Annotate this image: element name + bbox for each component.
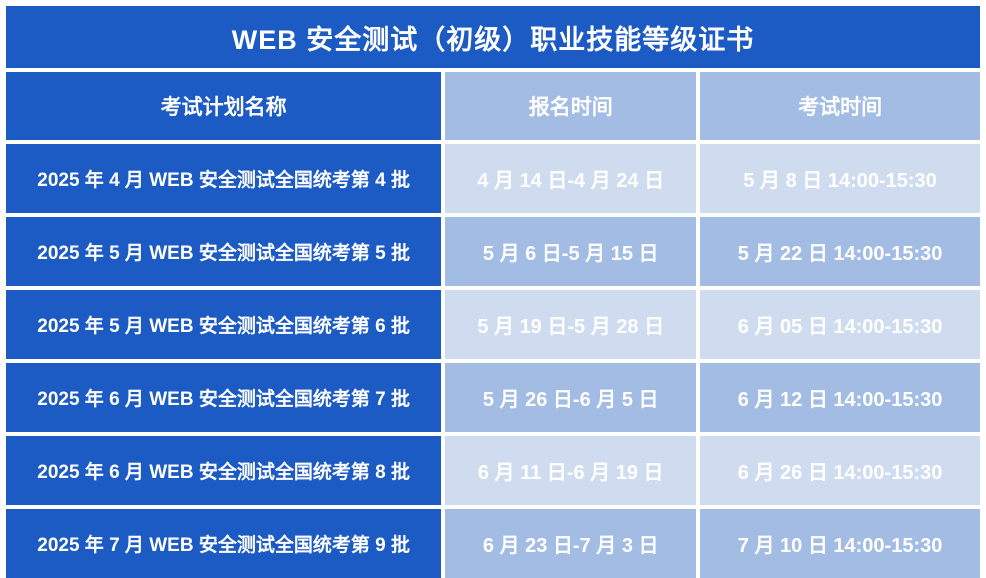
cell-exam-time: 7 月 10 日 14:00-15:30 bbox=[700, 509, 980, 578]
cell-registration-time: 6 月 23 日-7 月 3 日 bbox=[445, 509, 697, 578]
table-row: 2025 年 5 月 WEB 安全测试全国统考第 6 批 5 月 19 日-5 … bbox=[6, 290, 980, 359]
table-row: 2025 年 6 月 WEB 安全测试全国统考第 7 批 5 月 26 日-6 … bbox=[6, 363, 980, 432]
cell-plan-name: 2025 年 7 月 WEB 安全测试全国统考第 9 批 bbox=[6, 509, 442, 578]
cell-exam-time: 5 月 8 日 14:00-15:30 bbox=[700, 144, 980, 213]
table-title: WEB 安全测试（初级）职业技能等级证书 bbox=[6, 6, 980, 68]
table-row: 2025 年 7 月 WEB 安全测试全国统考第 9 批 6 月 23 日-7 … bbox=[6, 509, 980, 578]
cell-registration-time: 4 月 14 日-4 月 24 日 bbox=[445, 144, 697, 213]
cell-registration-time: 5 月 19 日-5 月 28 日 bbox=[445, 290, 697, 359]
cell-plan-name: 2025 年 4 月 WEB 安全测试全国统考第 4 批 bbox=[6, 144, 442, 213]
cell-registration-time: 5 月 6 日-5 月 15 日 bbox=[445, 217, 697, 286]
cell-registration-time: 5 月 26 日-6 月 5 日 bbox=[445, 363, 697, 432]
certificate-exam-schedule-table: WEB 安全测试（初级）职业技能等级证书 考试计划名称 报名时间 考试时间 20… bbox=[6, 6, 980, 578]
cell-plan-name: 2025 年 6 月 WEB 安全测试全国统考第 8 批 bbox=[6, 436, 442, 505]
table-header-row: 考试计划名称 报名时间 考试时间 bbox=[6, 72, 980, 140]
table-row: 2025 年 5 月 WEB 安全测试全国统考第 5 批 5 月 6 日-5 月… bbox=[6, 217, 980, 286]
cell-plan-name: 2025 年 6 月 WEB 安全测试全国统考第 7 批 bbox=[6, 363, 442, 432]
table-row: 2025 年 4 月 WEB 安全测试全国统考第 4 批 4 月 14 日-4 … bbox=[6, 144, 980, 213]
column-header-plan-name: 考试计划名称 bbox=[6, 72, 442, 140]
cell-exam-time: 5 月 22 日 14:00-15:30 bbox=[700, 217, 980, 286]
cell-plan-name: 2025 年 5 月 WEB 安全测试全国统考第 6 批 bbox=[6, 290, 442, 359]
cell-exam-time: 6 月 05 日 14:00-15:30 bbox=[700, 290, 980, 359]
cell-exam-time: 6 月 12 日 14:00-15:30 bbox=[700, 363, 980, 432]
column-header-exam-time: 考试时间 bbox=[700, 72, 980, 140]
cell-plan-name: 2025 年 5 月 WEB 安全测试全国统考第 5 批 bbox=[6, 217, 442, 286]
cell-registration-time: 6 月 11 日-6 月 19 日 bbox=[445, 436, 697, 505]
column-header-registration-time: 报名时间 bbox=[445, 72, 697, 140]
table-row: 2025 年 6 月 WEB 安全测试全国统考第 8 批 6 月 11 日-6 … bbox=[6, 436, 980, 505]
cell-exam-time: 6 月 26 日 14:00-15:30 bbox=[700, 436, 980, 505]
